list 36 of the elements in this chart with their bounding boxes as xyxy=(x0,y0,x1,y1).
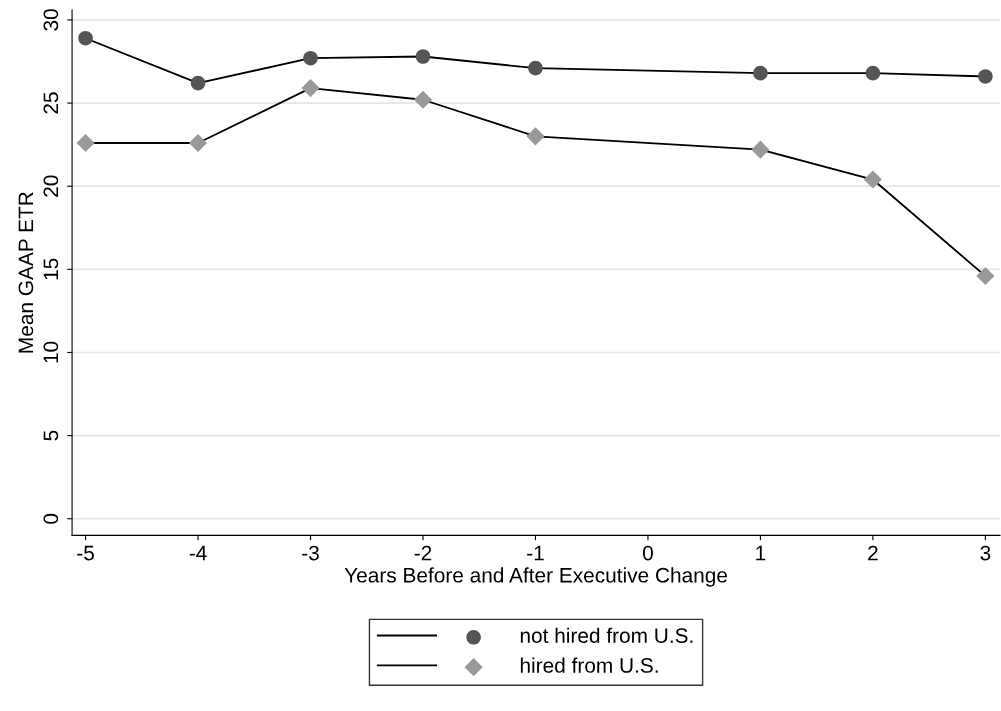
point xyxy=(76,133,95,153)
y-tick-label: 20 xyxy=(43,175,59,197)
y-tick-label: 0 xyxy=(43,513,59,524)
point xyxy=(528,60,543,76)
y-tick-label: 15 xyxy=(43,258,59,280)
y-tick-label: 30 xyxy=(43,9,59,31)
point xyxy=(865,65,881,81)
point xyxy=(526,127,545,146)
x-tick-label: -2 xyxy=(414,545,432,561)
point xyxy=(190,75,206,91)
x-axis-title: Years Before and After Executive Change xyxy=(344,567,727,587)
x-tick-label: -3 xyxy=(302,545,319,561)
point xyxy=(78,30,93,46)
y-tick-label: 25 xyxy=(43,92,59,114)
point xyxy=(188,133,208,153)
point xyxy=(978,69,993,84)
point xyxy=(303,50,318,66)
legend-label: not hired from U.S. xyxy=(520,627,693,643)
point xyxy=(413,90,433,109)
point xyxy=(415,49,431,64)
point xyxy=(753,65,768,81)
x-tick-label: -5 xyxy=(77,545,94,561)
point xyxy=(301,79,320,98)
y-tick-label: 10 xyxy=(43,341,59,363)
legend-label: hired from U.S. xyxy=(520,657,658,673)
point xyxy=(751,140,770,159)
x-tick-label: 2 xyxy=(868,545,878,561)
x-tick-label: -4 xyxy=(189,545,207,561)
x-tick-label: 3 xyxy=(980,545,991,561)
point xyxy=(863,170,882,189)
point xyxy=(976,266,995,286)
x-tick-label: 0 xyxy=(642,545,653,561)
x-tick-label: 1 xyxy=(756,545,766,561)
y-tick-label: 5 xyxy=(43,430,59,441)
x-tick-label: -1 xyxy=(527,545,544,561)
y-axis-title: Mean GAAP ETR xyxy=(18,192,34,353)
